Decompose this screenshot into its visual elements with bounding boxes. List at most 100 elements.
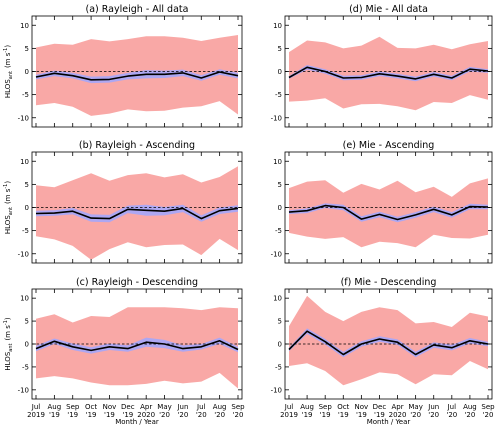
y-tick-label: -10 (18, 250, 29, 258)
panel: (f) Mie - Descending-10-50510Jul2019Aug'… (271, 277, 496, 425)
y-tick-label: 10 (20, 158, 29, 166)
x-tick-label: '19 (356, 411, 367, 419)
y-tick-label: -5 (22, 91, 29, 99)
x-tick-label: Nov (103, 403, 117, 411)
panel: (a) Rayleigh - All data -10 -5 0 5 10 HLOSant(… (3, 4, 243, 128)
mean-line (288, 330, 489, 356)
x-tick-label: '19 (104, 411, 115, 419)
x-tick-label: Apr (391, 403, 403, 411)
x-tick-label: Jul (284, 403, 294, 411)
x-tick-label: Aug (300, 403, 314, 411)
x-tick-label: May (408, 403, 422, 411)
x-tick-label: '20 (446, 411, 457, 419)
y-tick-label: -10 (271, 250, 282, 258)
panel-title: (a) Rayleigh - All data (86, 4, 189, 15)
x-tick-label: '19 (338, 411, 349, 419)
x-tick-label: '19 (49, 411, 60, 419)
x-tick-label: '20 (464, 411, 475, 419)
mean-line (35, 207, 239, 220)
confidence-band (289, 328, 488, 358)
y-tick-label: -5 (275, 363, 282, 371)
x-axis-label: Month / Year (115, 418, 159, 425)
x-tick-label: '20 (483, 411, 494, 419)
x-tick-label: May (157, 403, 171, 411)
panel: (b) Rayleigh - Ascending -10 -5 0 5 10 HLOSant… (3, 140, 243, 264)
std-dev-band (289, 178, 488, 248)
x-tick-label: Sep (319, 403, 333, 411)
x-tick-label: '19 (374, 411, 385, 419)
x-tick-label: '20 (177, 411, 188, 419)
x-tick-label: Apr (140, 403, 152, 411)
x-tick-label: '20 (428, 411, 439, 419)
x-tick-label: '19 (320, 411, 331, 419)
y-tick-label: 0 (25, 68, 29, 76)
x-tick-label: 2019 (280, 411, 298, 419)
x-axis-label: Month / Year (367, 418, 411, 425)
y-tick-label: -10 (271, 386, 282, 394)
panel-title: (f) Mie - Descending (341, 277, 437, 288)
x-tick-label: Jun (427, 403, 439, 411)
mean-line (288, 204, 489, 221)
y-tick-label: 0 (25, 341, 29, 349)
y-tick-label: 0 (25, 204, 29, 212)
x-tick-label: '20 (410, 411, 421, 419)
panel: (d) Mie - All data -10 -5 0 5 10 (271, 4, 493, 128)
mean-line (288, 66, 489, 80)
x-tick-label: '19 (122, 411, 133, 419)
y-tick-label: -5 (22, 227, 29, 235)
x-tick-label: 2020 (137, 411, 155, 419)
panel: (c) Rayleigh - Descending -10 -5 0 5 10 HLOSan… (3, 277, 245, 425)
x-tick-label: Aug (48, 403, 62, 411)
x-tick-label: Sep (481, 403, 495, 411)
mean-line (35, 339, 239, 352)
x-tick-label: Sep (66, 403, 80, 411)
y-tick-label: 5 (25, 45, 29, 53)
x-tick-label: Dec (121, 403, 135, 411)
x-tick-label: Nov (355, 403, 369, 411)
y-tick-label: 0 (278, 204, 282, 212)
y-axis-label: HLOSant(m s-1) (3, 45, 14, 99)
confidence-band (36, 69, 238, 84)
y-tick-label: -5 (275, 91, 282, 99)
x-tick-label: 2019 (27, 411, 45, 419)
y-tick-label: 5 (278, 181, 282, 189)
confidence-band (289, 203, 488, 223)
y-tick-label: -10 (18, 386, 29, 394)
mean-line (35, 71, 239, 81)
panel-title: (e) Mie - Ascending (343, 140, 435, 151)
x-tick-label: '20 (214, 411, 225, 419)
x-tick-label: 2020 (389, 411, 407, 419)
y-tick-label: 10 (273, 295, 282, 303)
x-tick-label: Dec (373, 403, 387, 411)
confidence-band (36, 204, 238, 223)
y-tick-label: 5 (25, 318, 29, 326)
x-tick-label: '19 (302, 411, 313, 419)
y-tick-label: 0 (278, 68, 282, 76)
y-tick-label: 10 (20, 22, 29, 30)
panel-title: (b) Rayleigh - Ascending (79, 140, 195, 151)
panel-title: (c) Rayleigh - Descending (76, 277, 198, 288)
y-tick-label: 5 (278, 45, 282, 53)
x-tick-label: Sep (231, 403, 245, 411)
x-tick-label: Aug (213, 403, 227, 411)
y-tick-label: 5 (278, 318, 282, 326)
y-axis-label: HLOSant(m s-1) (3, 181, 14, 235)
y-axis-label: HLOSant(m s-1) (3, 317, 14, 371)
x-tick-label: '20 (233, 411, 244, 419)
y-tick-label: -5 (275, 227, 282, 235)
x-tick-label: Jul (31, 403, 41, 411)
x-tick-label: '19 (67, 411, 78, 419)
x-tick-label: Oct (85, 403, 97, 411)
panel: (e) Mie - Ascending -10 -5 0 5 10 (271, 140, 493, 264)
y-tick-label: -10 (18, 114, 29, 122)
y-tick-label: 5 (25, 181, 29, 189)
x-tick-label: Oct (337, 403, 349, 411)
x-tick-label: '20 (159, 411, 170, 419)
y-tick-label: 10 (273, 22, 282, 30)
panel-title: (d) Mie - All data (349, 4, 428, 15)
x-tick-label: Aug (463, 403, 477, 411)
y-tick-label: 0 (278, 341, 282, 349)
x-tick-label: '20 (196, 411, 207, 419)
x-tick-label: Jul (447, 403, 457, 411)
